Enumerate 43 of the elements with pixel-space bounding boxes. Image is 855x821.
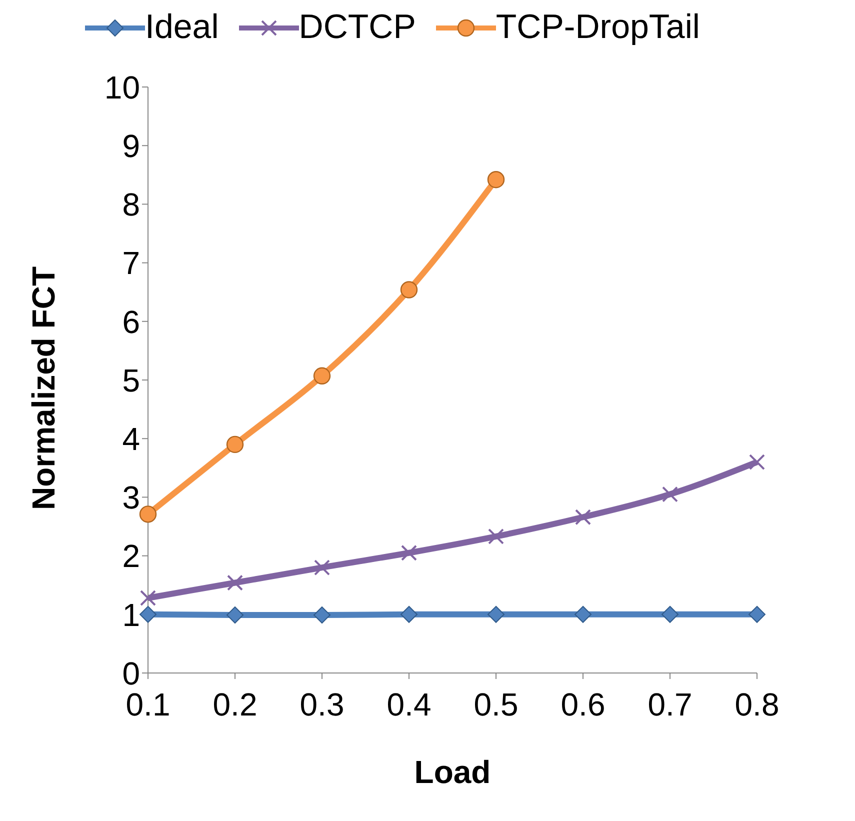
y-tick-label: 4 (122, 420, 140, 457)
y-tick-label: 1 (122, 596, 140, 633)
x-tick-label: 0.5 (474, 686, 518, 723)
y-tick-label: 7 (122, 245, 140, 282)
point (575, 509, 591, 526)
x-tick-label: 0.7 (648, 686, 692, 723)
point (749, 454, 765, 470)
y-tick-label: 6 (122, 304, 140, 340)
x-tick-label: 0.3 (300, 686, 344, 723)
point (139, 506, 157, 523)
point (487, 170, 505, 188)
point (140, 606, 156, 623)
point (748, 606, 766, 623)
point (400, 281, 418, 298)
point (314, 560, 330, 576)
x-tick-label: 0.8 (734, 686, 780, 723)
point (226, 436, 244, 454)
legend-label: DCTCP (298, 8, 416, 47)
point (401, 544, 417, 561)
y-tick-label: 10 (104, 69, 140, 106)
point (488, 606, 504, 623)
point (314, 606, 330, 624)
x-axis-title: Load (414, 754, 491, 790)
point (488, 528, 504, 544)
y-tick-label: 5 (122, 362, 140, 398)
y-axis-title: Normalized FCT (25, 266, 62, 510)
x-tick-label: 0.4 (386, 686, 432, 723)
y-tick-label: 3 (122, 480, 140, 516)
legend-label: TCP-DropTail (496, 8, 700, 47)
y-tick-label: 8 (122, 186, 140, 223)
y-tick-label: 2 (122, 538, 140, 574)
point (227, 574, 243, 591)
x-tick-label: 0.2 (212, 686, 258, 723)
point (662, 486, 678, 502)
y-tick-label: 9 (122, 128, 140, 164)
x-tick-label: 0.6 (560, 686, 606, 723)
point (662, 606, 678, 623)
point (400, 606, 418, 623)
point (140, 590, 156, 606)
point (226, 606, 244, 624)
legend-label: Ideal (145, 8, 219, 47)
point (574, 606, 592, 623)
point (313, 367, 331, 384)
